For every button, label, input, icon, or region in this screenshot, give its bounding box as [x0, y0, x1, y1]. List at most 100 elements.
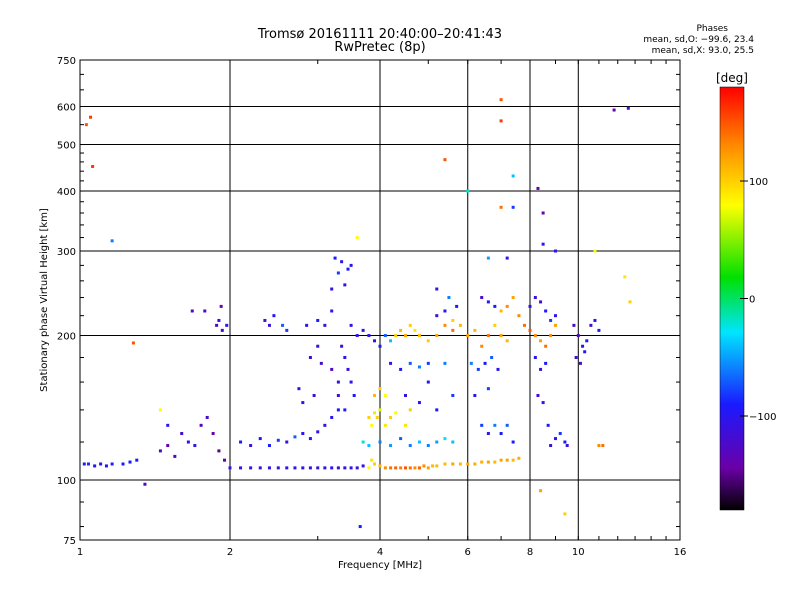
- echo-point: [239, 440, 243, 444]
- echo-point: [355, 466, 359, 470]
- echo-point: [399, 328, 403, 332]
- echo-point: [443, 437, 447, 441]
- echo-point: [499, 458, 503, 462]
- echo-point: [91, 164, 95, 168]
- echo-point: [511, 458, 515, 462]
- chart-title-line2: RwPretec (8p): [334, 40, 426, 55]
- echo-point: [549, 318, 553, 322]
- echo-point: [435, 314, 439, 318]
- echo-point: [343, 355, 347, 359]
- echo-point: [180, 432, 184, 436]
- echo-point: [473, 328, 477, 332]
- x-tick-label: 4: [377, 547, 383, 558]
- echo-point: [110, 462, 114, 466]
- echo-point: [203, 309, 207, 313]
- echo-point: [583, 350, 587, 354]
- echo-point: [166, 423, 170, 427]
- phases-o-stats: mean, sd,O: −99.6, 23.4: [643, 35, 754, 45]
- echo-point: [576, 334, 580, 338]
- y-tick-label: 200: [57, 332, 76, 343]
- echo-point: [323, 466, 327, 470]
- echo-point: [336, 408, 340, 412]
- echo-point: [272, 314, 276, 318]
- echo-point: [305, 323, 309, 327]
- colorbar-tick-label: −100: [749, 412, 776, 423]
- echo-point: [493, 423, 497, 427]
- echo-point: [343, 466, 347, 470]
- echo-point: [355, 334, 359, 338]
- echo-point: [131, 341, 135, 345]
- echo-point: [480, 296, 484, 300]
- echo-point: [267, 466, 271, 470]
- echo-point: [486, 256, 490, 260]
- echo-point: [143, 482, 147, 486]
- echo-point: [367, 415, 371, 419]
- echo-point: [511, 440, 515, 444]
- echo-point: [499, 309, 503, 313]
- echo-point: [505, 256, 509, 260]
- echo-point: [417, 401, 421, 405]
- echo-point: [451, 462, 455, 466]
- echo-point: [86, 462, 90, 466]
- echo-point: [205, 415, 209, 419]
- echo-point: [330, 287, 334, 291]
- echo-point: [267, 444, 271, 448]
- echo-point: [426, 361, 430, 365]
- echo-point: [378, 344, 382, 348]
- echo-point: [211, 432, 215, 436]
- echo-point: [435, 408, 439, 412]
- echo-point: [308, 355, 312, 359]
- echo-point: [601, 444, 605, 448]
- echo-point: [293, 435, 297, 439]
- echo-point: [443, 462, 447, 466]
- echo-point: [466, 462, 470, 466]
- echo-point: [458, 462, 462, 466]
- echo-point: [301, 432, 305, 436]
- echo-point: [99, 462, 103, 466]
- echo-point: [223, 458, 227, 462]
- echo-point: [544, 309, 548, 313]
- echo-point: [536, 186, 540, 190]
- echo-point: [523, 323, 527, 327]
- echo-point: [361, 464, 365, 468]
- echo-point: [323, 323, 327, 327]
- echo-point: [346, 267, 350, 271]
- echo-point: [220, 328, 224, 332]
- echo-point: [451, 440, 455, 444]
- x-axis-label: Frequency [MHz]: [338, 560, 422, 571]
- echo-point: [435, 287, 439, 291]
- echo-point: [249, 466, 253, 470]
- y-tick-label: 100: [57, 476, 76, 487]
- echo-point: [276, 438, 280, 442]
- echo-point: [249, 444, 253, 448]
- echo-point: [267, 323, 271, 327]
- echo-point: [517, 456, 521, 460]
- echo-point: [166, 444, 170, 448]
- echo-point: [343, 408, 347, 412]
- echo-point: [135, 458, 139, 462]
- phases-title: Phases: [696, 24, 728, 34]
- echo-point: [297, 387, 301, 391]
- echo-point: [367, 466, 371, 470]
- echo-point: [276, 466, 280, 470]
- echo-point: [217, 449, 221, 453]
- echo-point: [597, 444, 601, 448]
- echo-point: [536, 394, 540, 398]
- y-tick-label: 500: [57, 141, 76, 152]
- echo-point: [435, 440, 439, 444]
- echo-point: [458, 323, 462, 327]
- echo-point: [316, 430, 320, 434]
- echo-point: [199, 423, 203, 427]
- echo-point: [505, 304, 509, 308]
- echo-point: [517, 314, 521, 318]
- echo-point: [336, 394, 340, 398]
- echo-point: [330, 367, 334, 371]
- echo-point: [451, 318, 455, 322]
- echo-point: [82, 462, 86, 466]
- echo-point: [370, 423, 374, 427]
- echo-point: [403, 423, 407, 427]
- echo-point: [528, 328, 532, 332]
- echo-point: [394, 411, 398, 415]
- echo-point: [578, 361, 582, 365]
- echo-point: [349, 263, 353, 267]
